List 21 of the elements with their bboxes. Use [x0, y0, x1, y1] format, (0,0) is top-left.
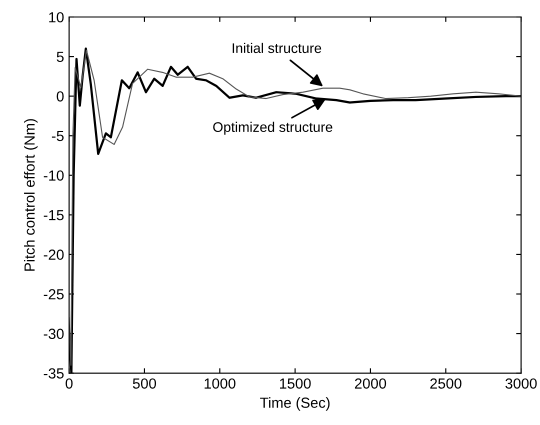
y-tick-label: -25	[44, 289, 64, 300]
x-tick-label: 2500	[430, 378, 462, 389]
y-tick-label: -20	[44, 250, 64, 260]
y-tick-label: -5	[52, 130, 64, 142]
y-tick-label: -15	[44, 210, 64, 220]
x-tick-label: 1500	[280, 378, 311, 389]
annotation: Initial structure	[232, 42, 322, 54]
y-tick-label: 5	[56, 52, 64, 62]
x-tick-label: 2000	[354, 378, 386, 389]
y-tick-label: -10	[44, 170, 64, 181]
x-tick-label: 1000	[204, 378, 236, 389]
y-tick-label: -35	[44, 368, 64, 379]
x-tick-label: 0	[66, 378, 73, 389]
x-tick-label: 3000	[505, 378, 537, 389]
y-tick-label: 0	[56, 91, 64, 102]
x-tick-label: 500	[132, 378, 156, 389]
annotation: Optimized structure	[213, 122, 332, 135]
y-axis-title: Pitch control effort (Nm)	[24, 119, 38, 271]
y-tick-label: 10	[49, 12, 64, 22]
x-axis-title: Time (Sec)	[260, 397, 330, 411]
y-tick-label: -30	[44, 328, 64, 340]
